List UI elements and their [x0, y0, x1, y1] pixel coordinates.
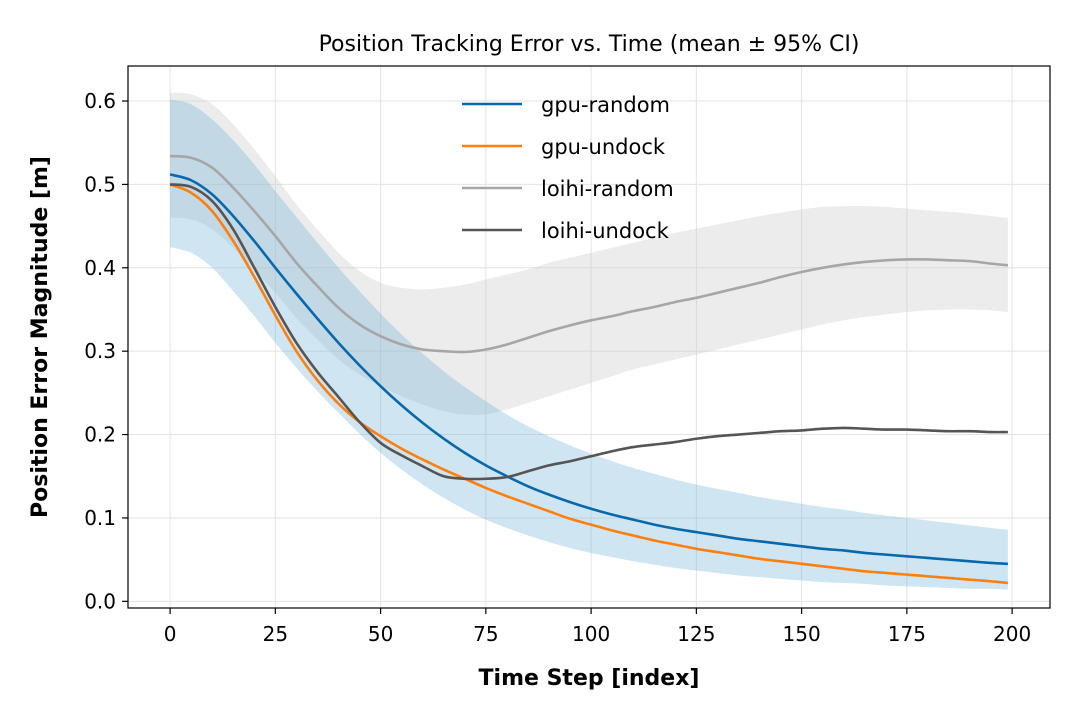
plot-frame [127, 65, 1051, 609]
legend-label-gpu-undock: gpu-undock [541, 135, 666, 159]
series-line-loihi-undock [169, 183, 1008, 481]
series-line-gpu-random [169, 173, 1008, 566]
ci-band-gpu-random [170, 99, 1008, 590]
legend-label-gpu-random: gpu-random [541, 93, 670, 117]
x-tick-label: 200 [993, 622, 1031, 646]
legend: gpu-random gpu-undock loihi-random loihi-un… [462, 93, 674, 243]
x-tick-label: 25 [263, 622, 288, 646]
series-line-loihi-random [170, 154, 1009, 354]
legend-label-loihi-random: loihi-random [541, 177, 674, 201]
x-axis-label: Time Step [index] [479, 666, 700, 691]
y-axis-label: Position Error Magnitude [m] [28, 156, 53, 518]
chart-title: Position Tracking Error vs. Time (mean ±… [319, 32, 860, 57]
y-tick-label: 0.5 [84, 172, 116, 196]
x-tick-label: 125 [677, 622, 715, 646]
x-tick-label: 75 [473, 622, 498, 646]
x-tick-label: 150 [783, 622, 821, 646]
y-tick-label: 0.1 [84, 506, 116, 530]
series-lines [169, 154, 1009, 585]
y-tick-label: 0.2 [84, 423, 116, 447]
x-tick-label: 0 [164, 622, 177, 646]
y-tick-label: 0.0 [84, 589, 116, 613]
legend-label-loihi-undock: loihi-undock [541, 219, 670, 243]
y-axis-ticks: 0.0 0.1 0.2 0.3 0.4 0.5 0.6 [84, 89, 128, 613]
grid-lines [128, 66, 1050, 608]
x-tick-label: 100 [572, 622, 610, 646]
x-axis-ticks: 0 25 50 75 100 125 150 175 200 [164, 608, 1031, 646]
series-line-gpu-undock [169, 183, 1009, 585]
x-tick-label: 175 [888, 622, 926, 646]
y-tick-label: 0.6 [84, 89, 116, 113]
y-tick-label: 0.3 [84, 339, 116, 363]
y-tick-label: 0.4 [84, 256, 116, 280]
x-tick-label: 50 [368, 622, 393, 646]
